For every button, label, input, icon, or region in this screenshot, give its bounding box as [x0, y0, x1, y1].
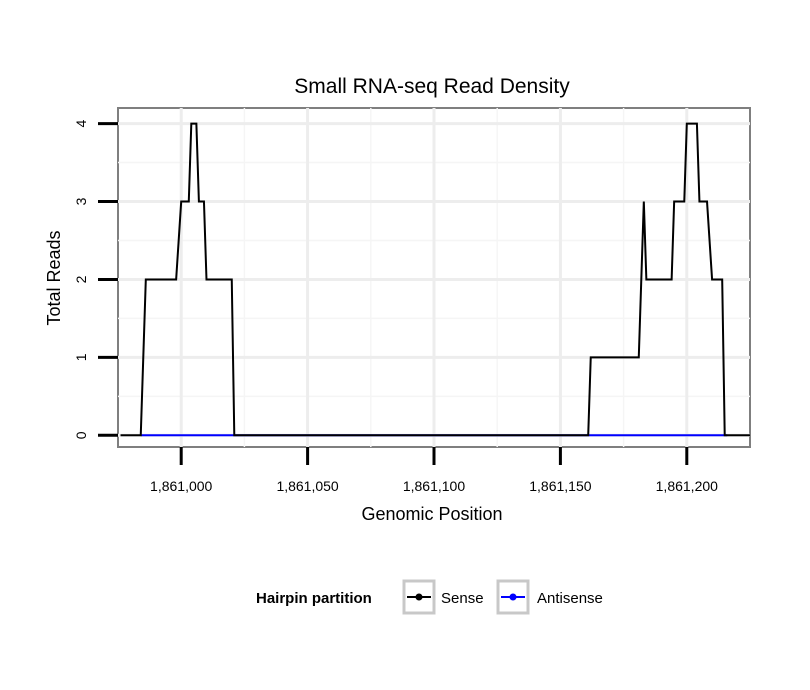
- legend-marker-antisense: [509, 593, 517, 601]
- chart-title: Small RNA-seq Read Density: [294, 75, 570, 98]
- legend-label-sense: Sense: [441, 590, 484, 607]
- y-tick-label-2: 2: [73, 275, 89, 283]
- legend-item-sense: Sense: [402, 579, 484, 615]
- x-tick-label-4: 1,861,200: [656, 478, 718, 494]
- y-tick-label-4: 4: [73, 119, 89, 127]
- y-axis: 0 1 2 3 4: [73, 119, 118, 439]
- legend: Hairpin partition Sense Antisense: [256, 579, 603, 615]
- x-tick-label-2: 1,861,100: [403, 478, 465, 494]
- legend-title: Hairpin partition: [256, 590, 372, 607]
- x-axis-label: Genomic Position: [361, 504, 502, 524]
- legend-item-antisense: Antisense: [496, 579, 603, 615]
- y-tick-label-3: 3: [73, 197, 89, 205]
- legend-label-antisense: Antisense: [537, 590, 603, 607]
- legend-marker-sense: [415, 593, 423, 601]
- x-tick-label-1: 1,861,050: [276, 478, 338, 494]
- x-axis: 1,861,000 1,861,050 1,861,100 1,861,150 1,86…: [150, 447, 718, 494]
- y-axis-label: Total Reads: [44, 230, 64, 325]
- x-tick-label-3: 1,861,150: [529, 478, 591, 494]
- series-line-sense: [120, 122, 750, 437]
- y-tick-label-0: 0: [73, 431, 89, 439]
- x-tick-label-0: 1,861,000: [150, 478, 212, 494]
- series-layer: [120, 122, 750, 437]
- y-tick-label-1: 1: [73, 353, 89, 361]
